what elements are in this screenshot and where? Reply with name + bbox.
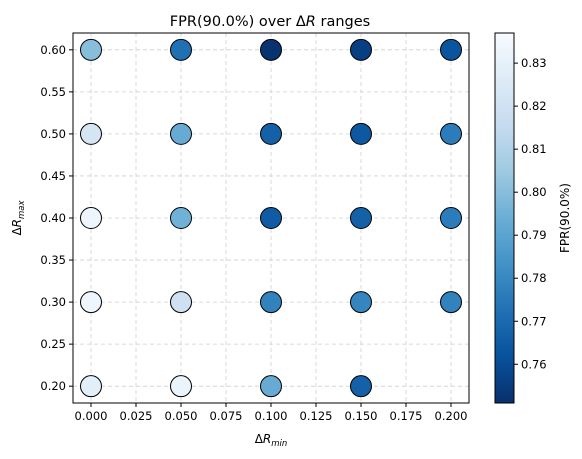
- scatter-point: [260, 375, 282, 398]
- scatter-point: [170, 375, 192, 398]
- x-tick-label: 0.150: [345, 409, 378, 423]
- scatter-point: [350, 38, 372, 61]
- x-axis-ticks: 0.000 0.025 0.050 0.075 0.100 0.125 0.150 0.175…: [75, 403, 468, 423]
- y-tick-label: 0.30: [40, 295, 66, 309]
- scatter-point: [350, 207, 372, 229]
- scatter-point: [170, 291, 192, 314]
- colorbar-label: FPR(90.0%): [558, 183, 572, 253]
- y-tick-label: 0.25: [40, 337, 66, 351]
- x-axis-label: ΔRmin: [255, 432, 288, 449]
- y-tick-label: 0.60: [40, 43, 66, 57]
- y-tick-label: 0.35: [40, 253, 66, 267]
- colorbar-tick-label: 0.76: [521, 357, 547, 371]
- x-tick-label: 0.000: [75, 409, 108, 423]
- scatter-point: [260, 291, 282, 314]
- scatter-point: [80, 122, 102, 145]
- scatter-point: [440, 122, 462, 145]
- scatter-point: [440, 207, 462, 229]
- x-tick-label: 0.175: [390, 409, 423, 423]
- y-tick-label: 0.40: [40, 211, 66, 225]
- colorbar-tick-label: 0.83: [521, 56, 547, 70]
- scatter-point: [170, 207, 192, 229]
- x-tick-label: 0.100: [255, 409, 288, 423]
- scatter-point: [260, 122, 282, 145]
- x-tick-label: 0.025: [120, 409, 153, 423]
- y-tick-label: 0.55: [40, 85, 66, 99]
- scatter-point: [260, 207, 282, 229]
- y-axis-ticks: 0.20 0.25 0.30 0.35 0.40 0.45 0.50 0.55 0.60: [40, 43, 73, 393]
- colorbar-gradient: [494, 32, 515, 404]
- x-tick-label: 0.125: [300, 409, 333, 423]
- colorbar-tick-label: 0.81: [521, 142, 547, 156]
- scatter-point: [170, 122, 192, 145]
- x-tick-label: 0.200: [435, 409, 468, 423]
- scatter-point: [80, 291, 102, 314]
- scatter-point: [80, 375, 102, 398]
- colorbar-tick-label: 0.80: [521, 185, 547, 199]
- scatter-point: [350, 375, 372, 398]
- y-tick-label: 0.50: [40, 127, 66, 141]
- scatter-points: [80, 38, 462, 398]
- scatter-point: [170, 38, 192, 61]
- y-tick-label: 0.45: [40, 169, 66, 183]
- y-tick-label: 0.20: [40, 379, 66, 393]
- colorbar-tick-label: 0.77: [521, 314, 547, 328]
- scatter-point: [440, 38, 462, 61]
- scatter-point: [440, 291, 462, 314]
- scatter-point: [350, 291, 372, 314]
- colorbar-tick-label: 0.78: [521, 271, 547, 285]
- colorbar-ticks: 0.76 0.77 0.78 0.79 0.80 0.81 0.82 0.83: [514, 56, 547, 371]
- y-axis-label: ΔRmax: [10, 199, 27, 235]
- plot-area: 0.000 0.025 0.050 0.075 0.100 0.125 0.150 0.175…: [40, 32, 470, 423]
- colorbar: 0.76 0.77 0.78 0.79 0.80 0.81 0.82 0.83 FPR(90.…: [494, 32, 572, 404]
- colorbar-tick-label: 0.79: [521, 228, 547, 242]
- scatter-point: [80, 38, 102, 61]
- x-tick-label: 0.075: [210, 409, 243, 423]
- scatter-point: [350, 122, 372, 145]
- x-tick-label: 0.050: [165, 409, 198, 423]
- colorbar-tick-label: 0.82: [521, 99, 547, 113]
- scatter-point: [260, 38, 282, 61]
- scatter-point: [80, 207, 102, 229]
- chart-title: FPR(90.0%) over ΔR ranges: [170, 14, 370, 30]
